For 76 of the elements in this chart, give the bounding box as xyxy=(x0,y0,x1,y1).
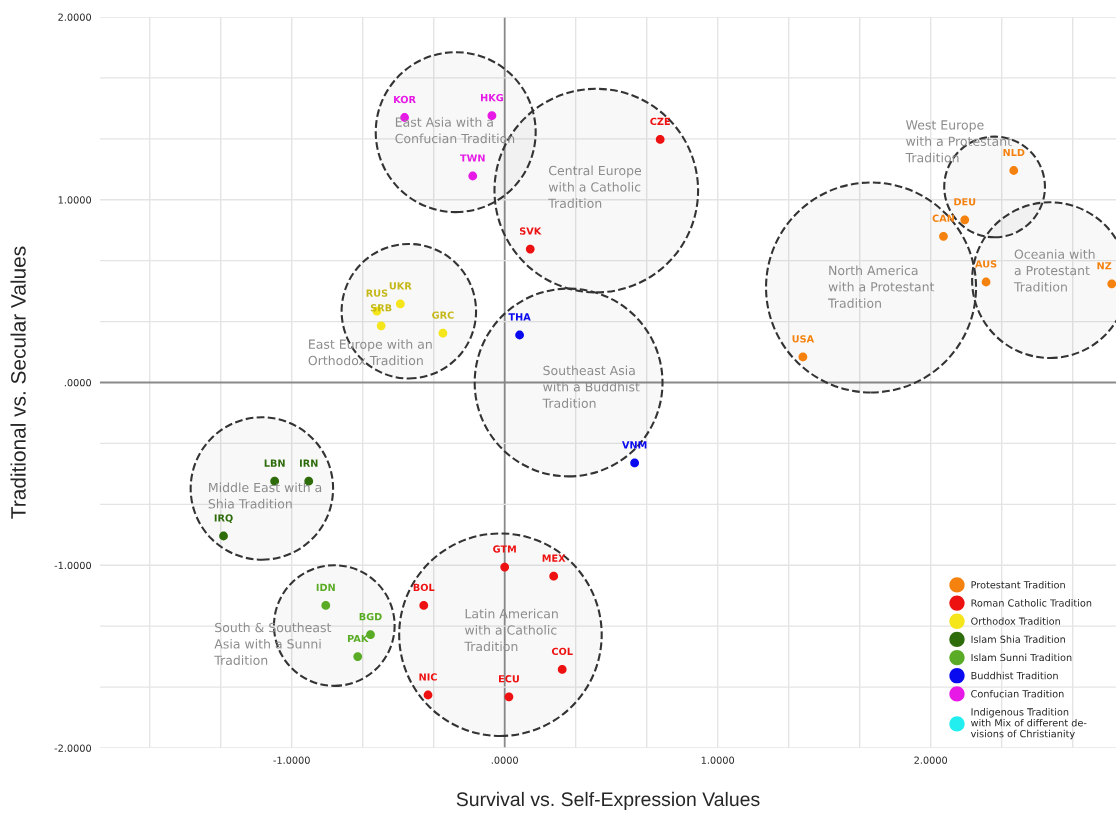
point xyxy=(353,652,363,662)
data-label: IRQ xyxy=(214,514,233,523)
annotation: Oceania with a Protestant Tradition xyxy=(1013,249,1095,292)
data-label: COL xyxy=(551,647,573,656)
data-label: LBN xyxy=(264,459,285,467)
point xyxy=(549,571,559,581)
point xyxy=(1107,279,1116,289)
data-label: UKR xyxy=(389,282,412,290)
point xyxy=(500,562,510,572)
legend-label: Protestant Tradition xyxy=(971,580,1065,589)
point xyxy=(376,321,386,331)
annotation: Central Europe with a Catholic Tradition xyxy=(548,165,642,209)
point xyxy=(468,171,478,181)
point xyxy=(798,352,808,362)
legend-label: Buddhist Tradition xyxy=(971,671,1058,680)
y-tick-label: -2.0000 xyxy=(54,744,92,752)
x-tick-label: -1.0000 xyxy=(273,756,310,764)
data-label: NIC xyxy=(419,673,437,681)
point xyxy=(525,244,535,254)
data-label: IDN xyxy=(316,583,335,591)
data-label: GTM xyxy=(493,545,516,553)
legend-label: Orthodox Tradition xyxy=(971,617,1060,625)
data-label: SVK xyxy=(519,227,542,235)
data-label: PAK xyxy=(347,635,369,643)
legend-label: Roman Catholic Tradition xyxy=(971,599,1092,607)
data-label: DEU xyxy=(954,198,976,206)
point xyxy=(515,330,524,340)
point xyxy=(939,231,948,241)
data-label: USA xyxy=(792,335,815,343)
data-label: AUS xyxy=(975,260,997,268)
y-tick-label: 2.0000 xyxy=(58,13,92,21)
x-tick-label: .0000 xyxy=(491,756,518,764)
x-tick-label: 1.0000 xyxy=(701,756,735,764)
data-label: IRN xyxy=(300,459,318,467)
y-tick-label: 1.0000 xyxy=(58,196,92,204)
annotation: Middle East with a Shia Tradition xyxy=(208,482,322,509)
point xyxy=(655,135,665,144)
y-tick-label: .0000 xyxy=(64,378,92,387)
point xyxy=(321,601,331,610)
data-label: NLD xyxy=(1003,148,1025,156)
annotation: North America with a Protestant Tradition xyxy=(828,265,935,308)
legend-label: Confucian Tradition xyxy=(971,689,1064,698)
y-axis-title: Traditional vs. Secular Values xyxy=(10,246,26,519)
data-label: SRB xyxy=(370,304,392,312)
data-label: HKG xyxy=(480,93,504,102)
legend-label: Indigenous Tradition with Mix of different de- visions of Christianity xyxy=(970,708,1087,740)
point xyxy=(557,665,567,674)
point xyxy=(438,328,448,338)
point xyxy=(1009,166,1019,175)
annotation: East Europe with an Orthodox Tradition xyxy=(308,339,432,366)
y-tick-label: -1.0000 xyxy=(54,561,92,570)
point xyxy=(504,692,514,702)
data-label: THA xyxy=(508,313,531,321)
point xyxy=(219,531,228,541)
data-label: ECU xyxy=(499,675,519,683)
point xyxy=(395,299,405,309)
point xyxy=(423,690,433,700)
legend-label: Islam Sunni Tradition xyxy=(971,653,1072,662)
point xyxy=(630,458,640,468)
data-label: MEX xyxy=(542,554,566,562)
point xyxy=(960,215,970,225)
data-label: BOL xyxy=(413,583,435,592)
data-label: CZE xyxy=(650,117,670,126)
data-label: KOR xyxy=(394,95,416,104)
point xyxy=(419,601,429,610)
x-axis-title: Survival vs. Self-Expression Values xyxy=(456,791,760,810)
x-tick-label: 2.0000 xyxy=(914,756,948,764)
data-label: GRC xyxy=(432,311,454,319)
data-label: BGD xyxy=(359,612,382,621)
point xyxy=(981,277,991,287)
data-label: NZ xyxy=(1097,262,1112,270)
data-label: VNM xyxy=(622,441,647,449)
legend-label: Islam Shia Tradition xyxy=(971,635,1065,643)
data-label: RUS xyxy=(366,289,388,297)
data-label: TWN xyxy=(460,154,485,162)
data-label: CAN xyxy=(932,214,954,222)
